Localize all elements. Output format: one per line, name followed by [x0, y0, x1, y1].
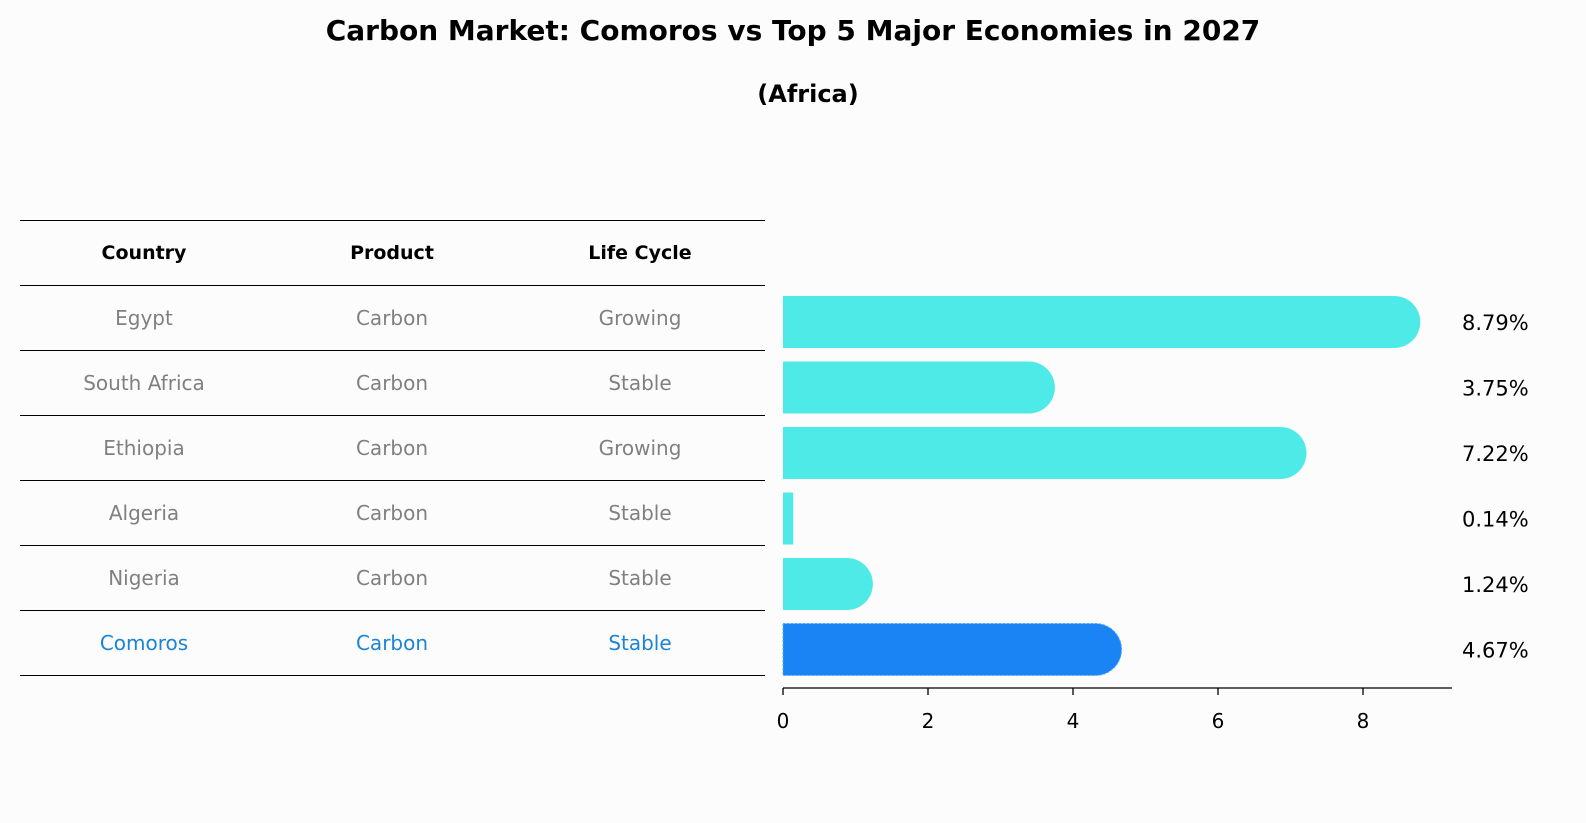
cell-country: Ethiopia [103, 436, 185, 460]
data-table: Country Product Life Cycle Egypt Carbon … [20, 220, 765, 676]
bar-algeria [783, 492, 794, 545]
table-row-highlight: Comoros Carbon Stable [20, 611, 765, 676]
x-tick-label: 0 [777, 709, 790, 733]
cell-country: Comoros [99, 631, 189, 655]
value-label: 0.14% [1462, 508, 1529, 532]
value-label: 4.67% [1462, 639, 1529, 663]
value-label: 7.22% [1462, 442, 1529, 466]
value-label: 8.79% [1462, 311, 1529, 335]
bar-egypt [783, 296, 1421, 348]
table-row: South Africa Carbon Stable [20, 351, 765, 416]
bar-nigeria [783, 558, 873, 610]
header-product: Product [350, 242, 434, 264]
table-row: Nigeria Carbon Stable [20, 546, 765, 611]
x-tick-label: 6 [1212, 709, 1225, 733]
x-tick-label: 8 [1357, 709, 1370, 733]
cell-life-cycle: Stable [608, 566, 672, 590]
x-tick-label: 4 [1067, 709, 1080, 733]
value-label: 3.75% [1462, 377, 1529, 401]
cell-product: Carbon [355, 566, 429, 590]
header-country: Country [101, 242, 187, 264]
table-row: Ethiopia Carbon Growing [20, 416, 765, 481]
chart-title: Carbon Market: Comoros vs Top 5 Major Ec… [325, 14, 1261, 47]
cell-life-cycle: Growing [598, 436, 682, 460]
cell-country: South Africa [83, 371, 205, 395]
cell-country: Egypt [115, 306, 173, 330]
cell-life-cycle: Stable [608, 631, 672, 655]
table-row: Egypt Carbon Growing [20, 286, 765, 351]
table-header-row: Country Product Life Cycle [20, 221, 765, 286]
cell-country: Algeria [108, 501, 180, 525]
bar-ethiopia [783, 427, 1307, 479]
cell-product: Carbon [355, 306, 429, 330]
cell-life-cycle: Stable [608, 371, 672, 395]
table-row: Algeria Carbon Stable [20, 481, 765, 546]
x-tick-label: 2 [922, 709, 935, 733]
cell-life-cycle: Stable [608, 501, 672, 525]
bar-comoros [782, 623, 1123, 676]
bar-south-africa [783, 361, 1055, 414]
cell-product: Carbon [355, 371, 429, 395]
value-label: 1.24% [1462, 573, 1529, 597]
cell-product: Carbon [355, 631, 429, 655]
cell-product: Carbon [355, 436, 429, 460]
cell-country: Nigeria [108, 566, 180, 590]
header-life-cycle: Life Cycle [588, 242, 692, 264]
chart-subtitle: (Africa) [757, 80, 859, 108]
cell-product: Carbon [355, 501, 429, 525]
cell-life-cycle: Growing [598, 306, 682, 330]
